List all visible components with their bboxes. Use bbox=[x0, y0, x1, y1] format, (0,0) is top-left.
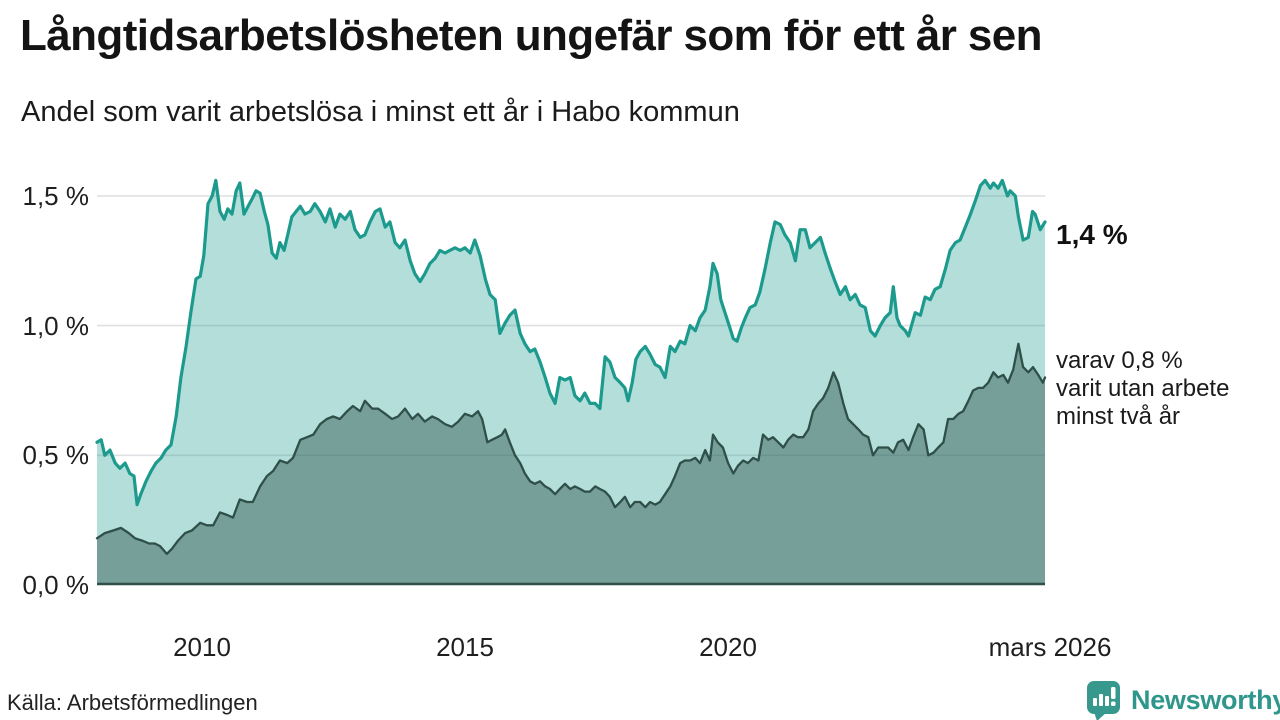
x-axis-tick-mars-2026: mars 2026 bbox=[988, 632, 1112, 662]
chart-subtitle: Andel som varit arbetslösa i minst ett å… bbox=[21, 96, 740, 128]
two-year-annotation: varav 0,8 % varit utan arbete minst två … bbox=[1056, 347, 1229, 431]
x-axis-tick-2020: 2020 bbox=[699, 632, 757, 662]
y-axis-tick-0-5: 0,5 % bbox=[22, 440, 90, 470]
source-note: Källa: Arbetsförmedlingen bbox=[7, 690, 258, 715]
newsworthy-wordmark: Newsworthy bbox=[1131, 685, 1280, 715]
two-year-annotation-line-3: minst två år bbox=[1056, 403, 1181, 430]
x-axis-tick-2010: 2010 bbox=[173, 632, 231, 662]
newsworthy-speech-bubble-chart-icon bbox=[1086, 680, 1122, 720]
series-two-year-area bbox=[97, 343, 1045, 585]
two-year-annotation-line-1: varav 0,8 % bbox=[1056, 347, 1183, 374]
y-axis-tick-1-0: 1,0 % bbox=[22, 311, 90, 341]
series-total-line bbox=[95, 178, 1047, 507]
newsworthy-logo: Newsworthy bbox=[1086, 680, 1280, 720]
two-year-annotation-line-2: varit utan arbete bbox=[1056, 375, 1230, 402]
series-two-year-line bbox=[95, 342, 1047, 556]
latest-value-label: 1,4 % bbox=[1056, 219, 1128, 250]
y-axis-tick-0-0: 0,0 % bbox=[22, 570, 90, 600]
page-title: Långtidsarbetslösheten ungefär som för e… bbox=[20, 11, 1043, 60]
x-axis-tick-2015: 2015 bbox=[436, 632, 494, 662]
y-axis-tick-1-5: 1,5 % bbox=[22, 181, 90, 211]
